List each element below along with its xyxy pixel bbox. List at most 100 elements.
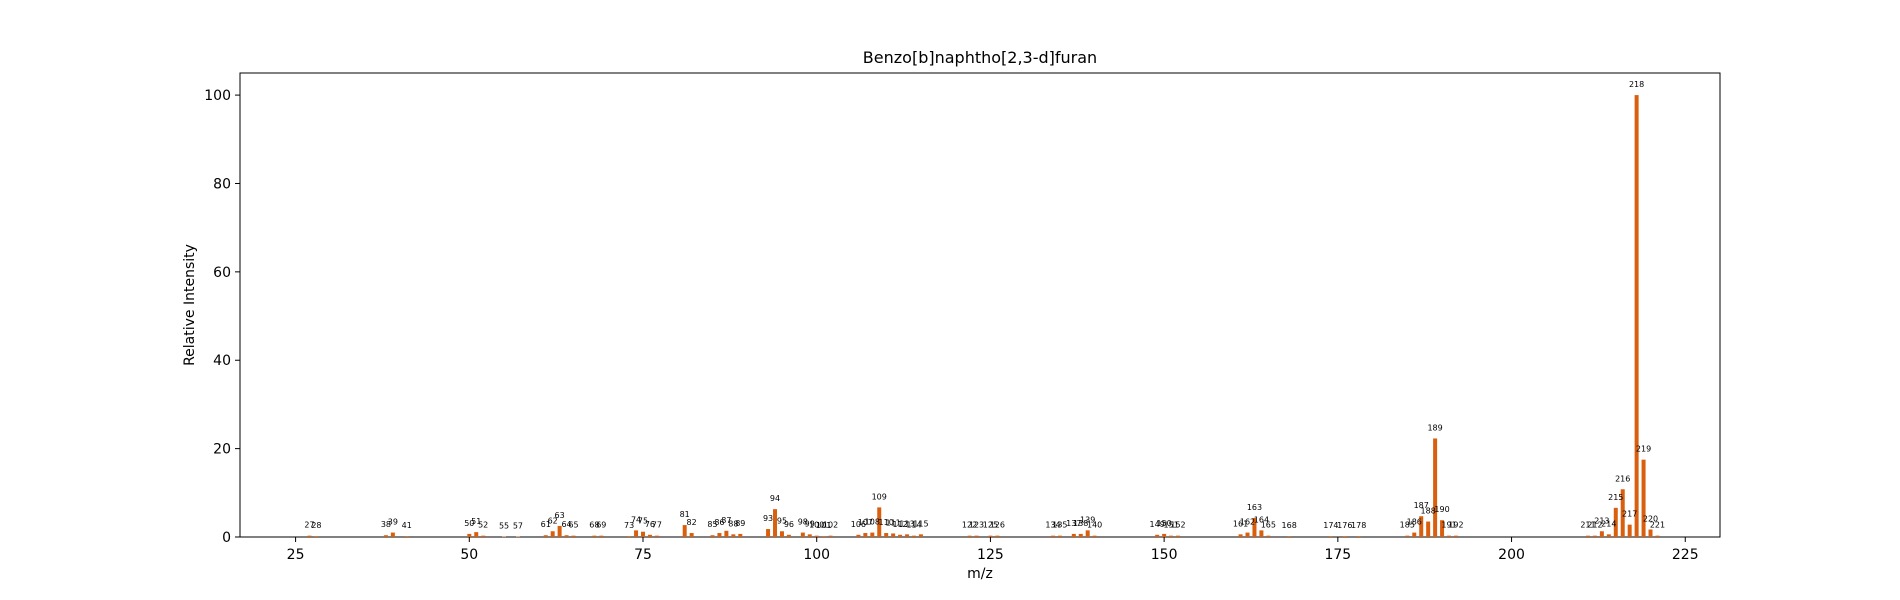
bar-data-label: 68 (589, 521, 599, 530)
spectrum-bar (898, 534, 903, 537)
spectrum-bar (474, 532, 479, 537)
bar-data-label: 96 (784, 520, 794, 529)
x-tick-label: 25 (287, 547, 305, 563)
bar-data-label: 123 (969, 521, 984, 530)
spectrum-bar (856, 534, 861, 537)
spectrum-bar (307, 535, 312, 537)
bar-data-label: 137 (1066, 519, 1081, 528)
bar-data-label: 149 (1150, 520, 1165, 529)
spectrum-bar (891, 533, 896, 537)
spectrum-bar (863, 533, 868, 537)
y-axis-title: Relative Intensity (182, 244, 198, 366)
spectrum-bar (1606, 534, 1611, 537)
spectrum-bar (502, 536, 507, 538)
spectrum-bar (1585, 535, 1590, 537)
bar-data-label: 211 (1580, 521, 1595, 530)
spectrum-bar (1071, 533, 1076, 537)
x-tick-label: 200 (1498, 547, 1525, 563)
spectrum-bar (1440, 520, 1445, 537)
spectrum-bar (911, 535, 916, 537)
spectrum-bar (654, 535, 659, 537)
bar-data-label: 115 (913, 519, 928, 528)
spectrum-bar (1599, 531, 1604, 537)
spectrum-bar (599, 535, 604, 537)
spectrum-bar (1453, 535, 1458, 537)
x-axis: 25 50 75 100 125 150 175 200 225 (287, 537, 1699, 563)
x-tick-label: 75 (634, 547, 652, 563)
bar-series (307, 95, 1660, 538)
x-tick-label: 100 (803, 547, 830, 563)
x-tick-label: 50 (460, 547, 478, 563)
bar-data-label: 101 (816, 521, 831, 530)
bar-data-label: 108 (865, 518, 880, 527)
spectrum-bar (1405, 535, 1410, 537)
bar-data-label: 76 (645, 520, 655, 529)
spectrum-bar (1641, 459, 1646, 537)
spectrum-bar (995, 535, 1000, 537)
spectrum-bar (731, 534, 736, 537)
x-tick-label: 225 (1672, 547, 1699, 563)
spectrum-bar (724, 530, 729, 537)
bar-data-label: 150 (1156, 519, 1171, 528)
spectrum-bar (807, 534, 812, 537)
spectrum-bar (550, 531, 555, 537)
spectrum-bar (738, 533, 743, 537)
bar-data-label: 164 (1254, 515, 1269, 524)
spectrum-bar (390, 532, 395, 537)
spectrum-bar (1050, 535, 1055, 537)
bar-data-label: 113 (899, 519, 914, 528)
spectrum-bar (814, 535, 819, 537)
y-tick-label: 20 (213, 442, 231, 458)
bar-data-label: 87 (721, 516, 731, 525)
spectrum-bar (967, 535, 972, 537)
y-tick-label: 60 (213, 265, 231, 281)
bar-data-label: 168 (1282, 521, 1297, 530)
bar-data-label: 75 (638, 517, 648, 526)
bar-data-label: 99 (805, 519, 815, 528)
spectrum-bar (884, 533, 889, 537)
bar-data-label: 109 (872, 492, 887, 501)
x-tick-label: 125 (977, 547, 1004, 563)
bar-data-label: 220 (1643, 514, 1658, 523)
bar-data-label: 98 (798, 518, 808, 527)
spectrum-bar (1057, 535, 1062, 537)
spectrum-bar (766, 529, 771, 537)
spectrum-bar (974, 535, 979, 537)
bar-data-label: 64 (561, 520, 571, 529)
bar-data-label: 134 (1045, 521, 1060, 530)
spectrum-bar (1078, 533, 1083, 537)
y-tick-label: 40 (213, 353, 231, 369)
spectrum-bar (918, 534, 923, 537)
bar-data-label: 219 (1636, 445, 1651, 454)
spectrum-bar (571, 535, 576, 537)
spectrum-bar (1613, 507, 1618, 537)
spectrum-bar (1238, 534, 1243, 537)
bar-data-label: 28 (311, 521, 321, 530)
bar-data-label: 65 (568, 521, 578, 530)
bar-data-label: 55 (499, 522, 509, 531)
bar-data-label: 51 (471, 517, 481, 526)
bar-data-label: 74 (631, 515, 641, 524)
bar-data-label: 81 (680, 510, 690, 519)
spectrum-bar (1356, 536, 1361, 537)
bar-data-label: 94 (770, 494, 780, 503)
spectrum-bar (800, 532, 805, 537)
x-tick-label: 175 (1324, 547, 1351, 563)
bar-data-label: 102 (823, 521, 838, 530)
spectrum-bar (634, 530, 639, 537)
bar-data-label: 186 (1407, 518, 1422, 527)
bar-data-label: 122 (962, 521, 977, 530)
bar-data-label: 192 (1448, 521, 1463, 530)
spectrum-bar (1169, 535, 1174, 537)
bar-data-label: 139 (1080, 515, 1095, 524)
spectrum-bar (1092, 535, 1097, 537)
spectrum-bar (689, 533, 694, 537)
bar-data-label: 165 (1261, 521, 1276, 530)
bar-data-label: 218 (1629, 80, 1644, 89)
bar-data-label: 216 (1615, 474, 1630, 483)
spectrum-bar (314, 536, 319, 537)
bar-data-label: 57 (513, 522, 523, 531)
spectrum-bar (592, 535, 597, 537)
bar-data-label: 100 (809, 521, 824, 530)
plot-frame (239, 72, 1721, 538)
